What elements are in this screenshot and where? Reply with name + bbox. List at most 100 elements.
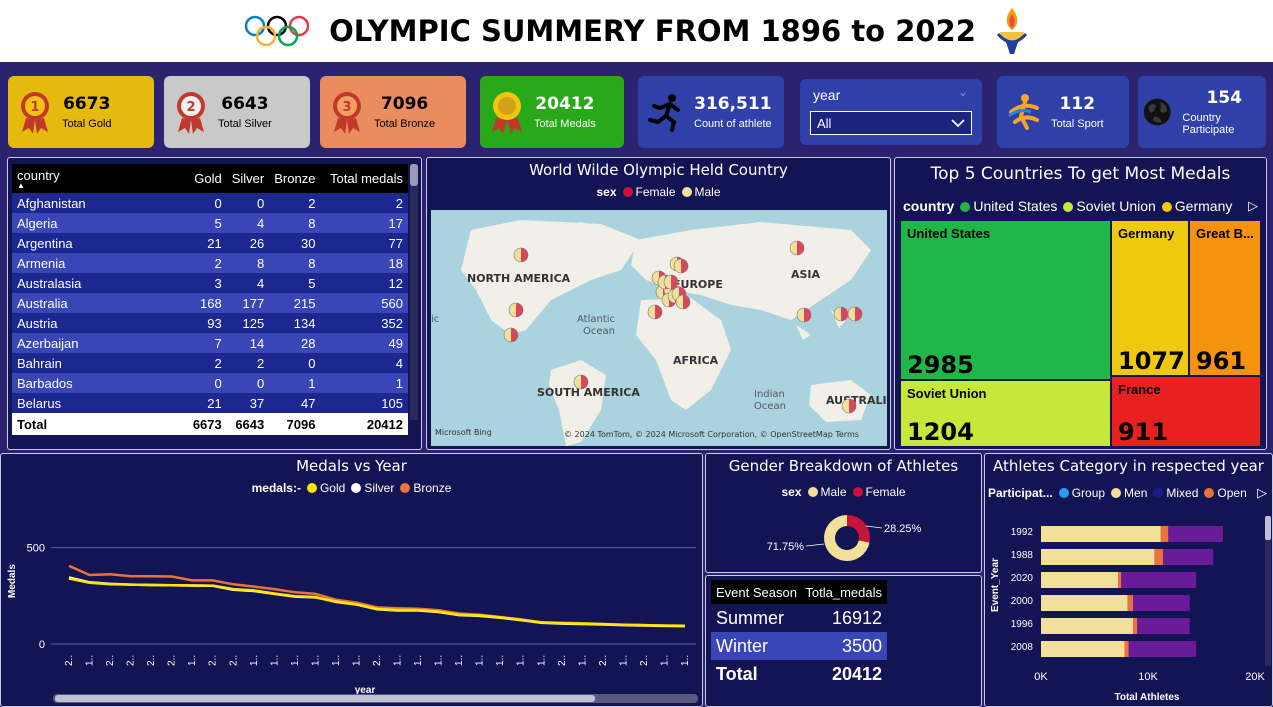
table-row[interactable]: Australia 168 177 215 560 (12, 293, 408, 313)
table-row[interactable]: Algeria 5 4 8 17 (12, 213, 408, 233)
bar-segment-men[interactable] (1041, 618, 1134, 634)
table-scrollbar-thumb[interactable] (410, 164, 418, 186)
bar-chart-scrollbar[interactable] (1265, 516, 1271, 666)
treemap-cell-label: Germany (1118, 226, 1175, 241)
legend-item-soviet-union[interactable]: Soviet Union (1063, 198, 1156, 214)
donut-slice-male[interactable] (824, 515, 870, 561)
table-row[interactable]: Australasia 3 4 5 12 (12, 273, 408, 293)
table-row[interactable]: Belarus 21 37 47 105 (12, 393, 408, 413)
world-map[interactable]: NORTH AMERICA EUROPE ASIA AFRICA SOUTH A… (431, 210, 887, 446)
treemap-cell[interactable]: France 911 (1112, 377, 1260, 446)
legend-item-bronze[interactable]: Bronze (400, 481, 451, 495)
legend-item-silver[interactable]: Silver (351, 481, 394, 495)
host-country-marker[interactable] (513, 247, 529, 263)
legend-item-female[interactable]: Female (852, 485, 906, 499)
host-country-marker[interactable] (673, 258, 689, 274)
host-country-marker[interactable] (663, 274, 679, 290)
legend-next-arrow-icon[interactable]: ▷ (1248, 198, 1258, 213)
legend-item-germany[interactable]: Germany (1161, 198, 1232, 214)
column-header-silver[interactable]: Silver (226, 164, 270, 193)
table-row[interactable]: Armenia 2 8 8 18 (12, 253, 408, 273)
host-country-marker[interactable] (833, 306, 849, 322)
column-header-bronze[interactable]: Bronze (269, 164, 321, 193)
bar-segment-open[interactable] (1133, 618, 1138, 634)
table-row[interactable]: Austria 93 125 134 352 (12, 313, 408, 333)
host-country-marker[interactable] (573, 374, 589, 390)
bar-segment-open[interactable] (1160, 526, 1169, 542)
treemap-cell[interactable]: Germany 1077 (1112, 221, 1188, 375)
x-tick-label: 2.. (208, 655, 219, 666)
table-row[interactable]: Afghanistan 0 0 2 2 (12, 193, 408, 213)
line-chart-scrollbar-thumb[interactable] (55, 695, 595, 702)
y-tick-label: 2008 (1011, 642, 1034, 653)
bar-chart-scrollbar-thumb[interactable] (1265, 516, 1271, 540)
y-tick-label: 2020 (1011, 573, 1034, 584)
table-row[interactable]: Winter 3500 (711, 632, 887, 660)
medal-count-cell: 8 (269, 253, 321, 273)
clear-filter-icon[interactable]: ⌄ (958, 85, 969, 99)
legend-item-gold[interactable]: Gold (306, 481, 345, 495)
column-header-event-season[interactable]: Event Season (716, 584, 797, 600)
column-header-total-medals[interactable]: Total medals (320, 164, 408, 193)
table-row[interactable]: Summer 16912 (711, 604, 887, 632)
treemap-chart[interactable]: United States 2985 Soviet Union 1204 Germany… (901, 221, 1260, 446)
kpi-label: Total Silver (218, 118, 272, 130)
map-markers[interactable] (503, 240, 863, 414)
column-header-gold[interactable]: Gold (184, 164, 227, 193)
bar-segment-men[interactable] (1041, 549, 1155, 565)
table-row[interactable]: Argentina 21 26 30 77 (12, 233, 408, 253)
host-country-marker[interactable] (508, 302, 524, 318)
bar-segment-open[interactable] (1154, 549, 1163, 565)
series-line-bronze[interactable] (68, 564, 686, 628)
total-value: 20412 (320, 413, 408, 435)
table-row[interactable]: Azerbaijan 7 14 28 49 (12, 333, 408, 353)
host-country-marker[interactable] (675, 294, 691, 310)
legend-item-open[interactable]: Open (1204, 486, 1247, 500)
map-attribution[interactable]: © 2024 TomTom, © 2024 Microsoft Corporat… (564, 430, 859, 439)
host-country-marker[interactable] (789, 240, 805, 256)
bar-segment-mixed[interactable] (1121, 572, 1197, 588)
legend-item-male[interactable]: Male (807, 485, 847, 499)
bar-segment-men[interactable] (1041, 526, 1161, 542)
bar-segment-open[interactable] (1118, 572, 1122, 588)
y-tick-label: 1988 (1011, 550, 1034, 561)
treemap-cell[interactable]: Great B... 961 (1190, 221, 1260, 375)
host-country-marker[interactable] (647, 304, 663, 320)
total-value: 6673 (184, 413, 227, 435)
treemap-cell[interactable]: Soviet Union 1204 (901, 381, 1110, 446)
bar-segment-open[interactable] (1124, 641, 1129, 657)
series-line-gold[interactable] (68, 577, 686, 627)
legend-item-group[interactable]: Group (1058, 486, 1105, 500)
bar-segment-mixed[interactable] (1162, 549, 1214, 565)
host-country-marker[interactable] (847, 306, 863, 322)
treemap-cell[interactable]: United States 2985 (901, 221, 1110, 379)
table-row[interactable]: Bahrain 2 2 0 4 (12, 353, 408, 373)
bar-segment-open[interactable] (1127, 595, 1134, 611)
host-country-marker[interactable] (796, 307, 812, 323)
column-header-country[interactable]: country ▲ (12, 164, 185, 193)
map-legend-title: sex (596, 185, 617, 199)
line-chart[interactable]: Medals year 500 0 2.. 1.. 2.. 2.. 2.. 2.. 1.. 2..… (1, 514, 704, 706)
legend-item-mixed[interactable]: Mixed (1153, 486, 1198, 500)
athletes-bar-chart[interactable]: Event_Year Total Athletes 1992 1988 2020 20… (985, 512, 1273, 706)
gender-donut-chart[interactable]: 71.75% 28.25% (706, 508, 983, 572)
bar-segment-men[interactable] (1041, 572, 1119, 588)
table-row[interactable]: Barbados 0 0 1 1 (12, 373, 408, 393)
legend-item-male[interactable]: Male (681, 185, 721, 199)
host-country-marker[interactable] (503, 327, 519, 343)
legend-item-men[interactable]: Men (1111, 486, 1147, 500)
donut-slice-female[interactable] (847, 515, 870, 543)
bar-segment-mixed[interactable] (1168, 526, 1223, 542)
bar-segment-mixed[interactable] (1133, 595, 1190, 611)
bar-segment-men[interactable] (1041, 595, 1128, 611)
legend-item-united-states[interactable]: United States (960, 198, 1057, 214)
legend-next-arrow-icon[interactable]: ▷ (1257, 485, 1267, 500)
legend-item-female[interactable]: Female (622, 185, 676, 199)
year-dropdown[interactable]: All (810, 111, 972, 135)
bar-segment-mixed[interactable] (1128, 641, 1197, 657)
host-country-marker[interactable] (841, 398, 857, 414)
bar-segment-mixed[interactable] (1137, 618, 1190, 634)
table-scrollbar[interactable] (410, 164, 418, 420)
bar-segment-men[interactable] (1041, 641, 1125, 657)
column-header-total-medals[interactable]: Totla_medals (805, 584, 882, 600)
